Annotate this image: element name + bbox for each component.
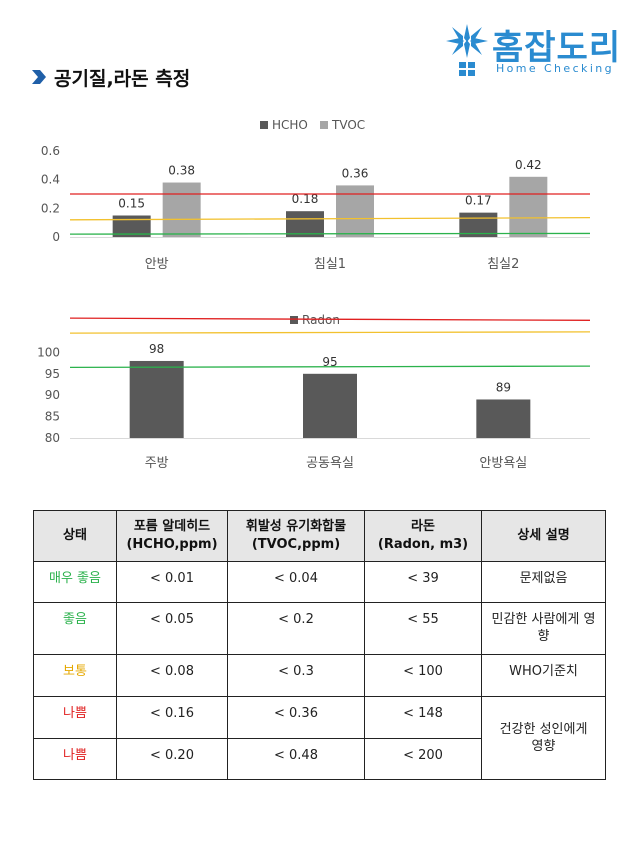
y-tick-label: 85	[45, 410, 60, 424]
header-radon: 라돈 (Radon, m3)	[364, 510, 482, 562]
reference-line	[69, 331, 591, 334]
header-description: 상세 설명	[481, 510, 606, 562]
y-tick-label: 80	[45, 431, 60, 445]
bar-tvoc	[336, 185, 374, 237]
data-label: 0.38	[168, 164, 195, 178]
section-heading: 공기질,라돈 측정	[32, 64, 190, 90]
bar-radon	[129, 360, 184, 438]
legend-label: HCHO	[272, 118, 308, 132]
radon-cell: < 55	[364, 602, 482, 655]
table-row: 나쁨 < 0.20 < 0.48 < 200	[33, 738, 606, 780]
y-tick-label: 0.2	[41, 201, 60, 215]
radon-cell: < 200	[364, 738, 482, 780]
table-row: 매우 좋음 < 0.01 < 0.04 < 39 문제없음	[33, 561, 606, 603]
x-tick-label: 안방	[145, 257, 169, 272]
tvoc-cell: < 0.3	[227, 654, 365, 697]
tvoc-cell: < 0.2	[227, 602, 365, 655]
tvoc-cell: < 0.04	[227, 561, 365, 603]
data-label: 95	[322, 355, 337, 369]
reference-line	[69, 217, 591, 221]
data-label: 0.15	[118, 197, 145, 211]
legend-label: Radon	[302, 313, 340, 327]
legend-swatch	[320, 121, 328, 129]
table-row: 좋음 < 0.05 < 0.2 < 55 민감한 사람에게 영향	[33, 602, 606, 655]
status-cell: 매우 좋음	[33, 561, 117, 603]
bar-radon	[303, 373, 357, 438]
bar-hcho	[286, 211, 324, 237]
y-tick-label: 90	[45, 388, 60, 402]
hcho-cell: < 0.20	[116, 738, 228, 780]
table-row: 나쁨 < 0.16 < 0.36 < 148 건강한 성인에게 영향	[33, 696, 606, 780]
description-cell: 문제없음	[481, 561, 606, 603]
header-hcho: 포름 알데히드 (HCHO,ppm)	[116, 510, 228, 562]
legend-label: TVOC	[331, 118, 365, 132]
x-tick-label: 공동욕실	[306, 456, 354, 471]
legend-swatch	[260, 121, 268, 129]
table-row: 보통 < 0.08 < 0.3 < 100 WHO기준치	[33, 654, 606, 697]
x-tick-label: 안방욕실	[479, 456, 527, 471]
arrow-right-icon	[32, 70, 46, 84]
radon-cell: < 100	[364, 654, 482, 697]
reference-line	[69, 365, 591, 369]
bar-tvoc	[509, 176, 548, 237]
data-label: 0.18	[292, 192, 319, 206]
table-header-row: 상태 포름 알데히드 (HCHO,ppm) 휘발성 유기화합물 (TVOC,ppm)…	[33, 510, 606, 562]
y-tick-label: 0.4	[41, 173, 60, 187]
y-tick-label: 95	[45, 367, 60, 381]
air-quality-chart: HCHO TVOC 0 0.2 0.4 0.6 0.15 0.38 안방 0.18 0.36 침실1 0…	[41, 118, 591, 272]
hcho-cell: < 0.08	[116, 654, 228, 697]
x-tick-label: 주방	[145, 456, 169, 471]
description-cell: 건강한 성인에게 영향	[481, 696, 606, 780]
data-label: 0.42	[515, 158, 542, 172]
reference-table: 상태 포름 알데히드 (HCHO,ppm) 휘발성 유기화합물 (TVOC,ppm)…	[33, 510, 606, 780]
reference-line	[69, 317, 591, 321]
brand-name-english: Home Checking	[496, 62, 615, 75]
data-label: 98	[149, 342, 164, 356]
hcho-cell: < 0.05	[116, 602, 228, 655]
header-status: 상태	[33, 510, 117, 562]
status-cell: 보통	[33, 654, 117, 697]
data-label: 89	[496, 380, 511, 394]
reference-line	[69, 232, 591, 235]
status-cell: 나쁨	[33, 738, 117, 780]
radon-cell: < 148	[364, 696, 482, 739]
house-star-icon	[446, 24, 488, 76]
radon-cell: < 39	[364, 561, 482, 603]
bar-hcho	[112, 215, 151, 237]
data-label: 0.36	[342, 166, 369, 180]
data-label: 0.17	[465, 194, 492, 208]
hcho-cell: < 0.16	[116, 696, 228, 739]
bar-tvoc	[162, 182, 201, 237]
description-cell: 민감한 사람에게 영향	[481, 602, 606, 655]
hcho-cell: < 0.01	[116, 561, 228, 603]
brand-logo: 홈잡도리 Home Checking	[440, 18, 620, 80]
y-tick-label: 100	[37, 345, 60, 359]
description-cell: WHO기준치	[481, 654, 606, 697]
header-tvoc: 휘발성 유기화합물 (TVOC,ppm)	[227, 510, 365, 562]
x-tick-label: 침실1	[314, 257, 346, 272]
legend-swatch	[290, 316, 298, 324]
y-tick-label: 0	[52, 230, 60, 244]
radon-chart: Radon 80 85 90 95 100 98 주방 95 공동욕실 89 안방욕실	[37, 313, 591, 471]
status-cell: 좋음	[33, 602, 117, 655]
y-tick-label: 0.6	[41, 144, 60, 158]
brand-name-korean: 홈잡도리	[492, 28, 622, 68]
status-cell: 나쁨	[33, 696, 117, 739]
tvoc-cell: < 0.36	[227, 696, 365, 739]
bar-radon	[476, 399, 531, 438]
tvoc-cell: < 0.48	[227, 738, 365, 780]
page-title: 공기질,라돈 측정	[54, 67, 191, 90]
x-tick-label: 침실2	[487, 257, 519, 272]
